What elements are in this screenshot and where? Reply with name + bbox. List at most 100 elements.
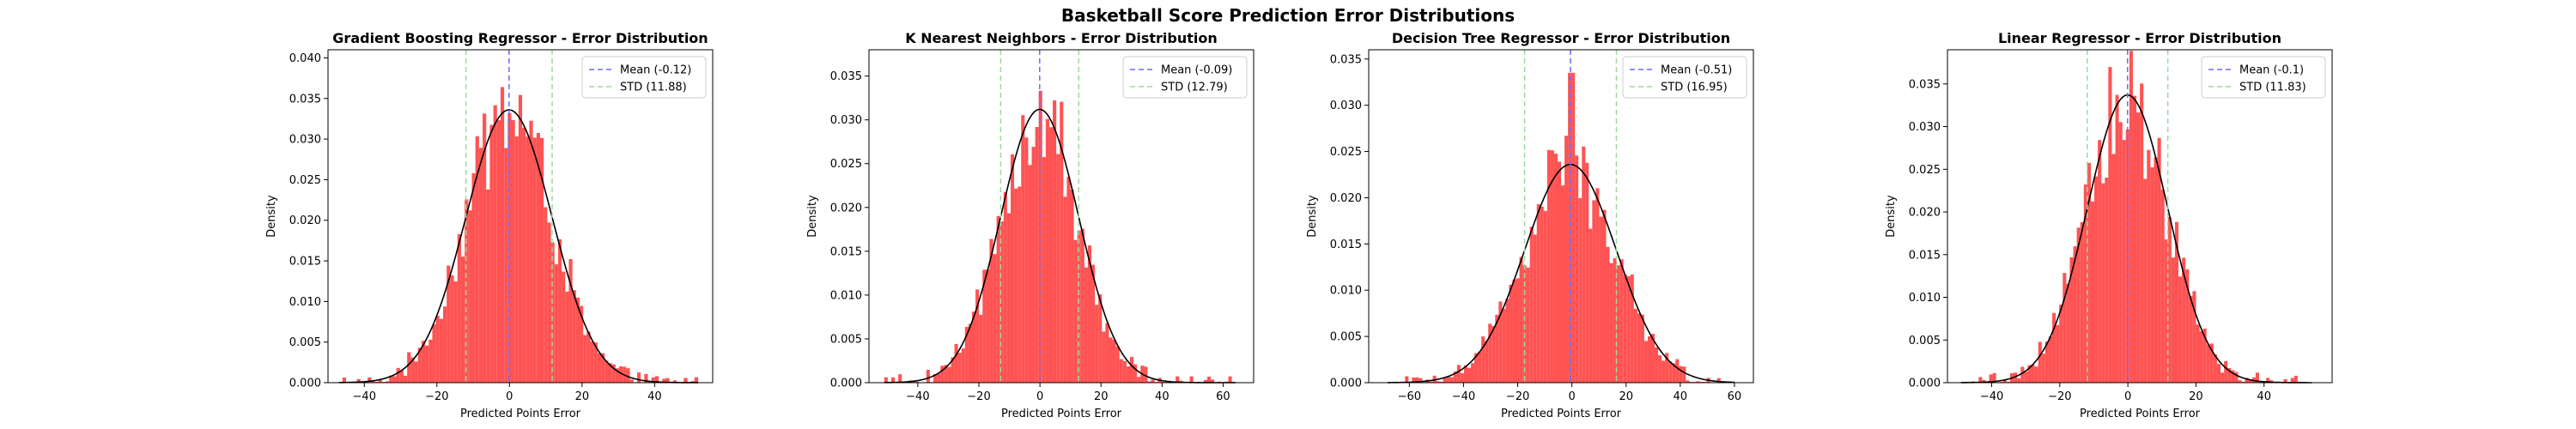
histogram-bar xyxy=(993,254,997,383)
histogram-bar xyxy=(1080,228,1084,383)
histogram-bar xyxy=(2174,221,2179,383)
histogram-bar xyxy=(554,264,558,383)
y-tick-label: 0.035 xyxy=(1909,78,1941,91)
x-tick-label: 40 xyxy=(1155,390,1170,403)
histogram-bar xyxy=(1035,126,1039,384)
histogram-bar xyxy=(1151,379,1155,383)
histogram-bar xyxy=(961,348,965,383)
y-axis-label: Density xyxy=(265,195,278,238)
histogram-bar xyxy=(2044,341,2049,383)
histogram-bar xyxy=(996,215,1000,383)
histogram-bar xyxy=(1432,375,1437,383)
histogram-bar xyxy=(2199,331,2203,383)
y-tick-label: 0.025 xyxy=(1330,146,1362,159)
histogram-bar xyxy=(611,364,616,383)
y-tick-label: 0.015 xyxy=(1330,239,1362,251)
histogram-bar xyxy=(403,375,408,383)
x-tick-label: 20 xyxy=(575,390,590,403)
histogram-bar xyxy=(2221,372,2225,383)
histogram-bar xyxy=(2143,178,2148,383)
histogram-bar xyxy=(2206,344,2210,383)
histogram-bar xyxy=(568,258,573,383)
histogram-bar xyxy=(1978,377,1983,383)
x-tick-label: −20 xyxy=(967,390,990,403)
histogram-bar xyxy=(605,360,609,383)
y-axis-label: Density xyxy=(1306,195,1319,238)
legend-std-label: STD (12.79) xyxy=(1161,82,1228,94)
histogram-bar xyxy=(2041,353,2045,383)
axes-frame xyxy=(868,49,1255,384)
histogram-bar xyxy=(493,105,497,383)
histogram-bar xyxy=(1662,360,1666,383)
histogram-bar xyxy=(2087,162,2091,383)
histogram-bar xyxy=(1412,378,1416,383)
histogram-bar xyxy=(1536,203,1540,383)
histogram-bar xyxy=(1492,325,1496,383)
histogram-bar xyxy=(1126,366,1130,383)
histogram-bar xyxy=(926,370,930,383)
x-tick-label: 0 xyxy=(1568,390,1575,403)
histogram-bar xyxy=(968,323,972,383)
histogram-bar xyxy=(1095,305,1099,383)
histogram-bar xyxy=(694,377,699,383)
histogram-bar xyxy=(478,148,483,384)
x-tick-label: −40 xyxy=(906,390,929,403)
x-tick-label: 0 xyxy=(1036,390,1043,403)
histogram-bar xyxy=(1070,189,1074,383)
histogram-bar xyxy=(1439,381,1443,383)
y-tick-label: 0.025 xyxy=(1909,164,1941,177)
histogram-bar xyxy=(1463,365,1467,383)
histogram-bar xyxy=(1568,72,1572,383)
histogram-bar xyxy=(1077,230,1081,383)
histogram-bar xyxy=(1031,147,1036,383)
histogram-bar xyxy=(1668,361,1673,383)
histogram-bar xyxy=(1989,374,1993,383)
histogram-bar xyxy=(1623,275,1627,383)
histogram-bar xyxy=(1655,347,1659,383)
y-tick-label: 0.005 xyxy=(1909,335,1941,347)
histogram-bar xyxy=(2209,343,2214,383)
histogram-bar xyxy=(532,137,537,383)
histogram-bar xyxy=(2063,273,2067,383)
histogram-bar xyxy=(964,327,969,383)
histogram-bar xyxy=(947,366,951,383)
histogram-bar xyxy=(583,335,587,383)
histogram-bar xyxy=(356,378,361,383)
histogram-bar xyxy=(2255,372,2259,383)
histogram-bar xyxy=(1526,267,1530,383)
histogram-bar xyxy=(1643,341,1648,383)
histogram-bar xyxy=(1716,378,1721,383)
histogram-bar xyxy=(414,361,418,383)
x-tick-label: 0 xyxy=(506,390,513,403)
histogram-bar xyxy=(2154,157,2158,384)
histogram-bar xyxy=(2038,341,2042,383)
density-curve xyxy=(884,108,1236,384)
histogram-bar xyxy=(1073,239,1078,383)
x-tick-label: −40 xyxy=(1452,390,1475,403)
histogram-bar xyxy=(1014,188,1018,383)
histogram-bar xyxy=(374,381,379,383)
histogram-bar xyxy=(2258,381,2263,383)
histogram-bar xyxy=(539,137,544,384)
histogram-bar xyxy=(2094,176,2099,383)
histogram-bar xyxy=(1679,366,1683,383)
histogram-bar xyxy=(662,378,666,383)
histogram-bar xyxy=(1084,267,1088,383)
histogram-bar xyxy=(453,281,458,383)
histogram-bar xyxy=(2048,336,2053,383)
histogram-bar xyxy=(1429,381,1433,383)
histogram-bar xyxy=(1609,263,1613,383)
axes-frame xyxy=(327,49,714,384)
histogram-bar xyxy=(1478,351,1482,383)
histogram-bar xyxy=(619,366,623,383)
histogram-bar xyxy=(2227,367,2232,383)
histogram-bar xyxy=(522,127,526,383)
histogram-bar xyxy=(1616,265,1620,383)
histogram-bar xyxy=(890,377,896,383)
histogram-bar xyxy=(489,124,494,383)
histogram-bar xyxy=(940,366,945,383)
histogram-bar xyxy=(1619,259,1624,383)
histogram-bar xyxy=(2122,140,2126,383)
x-tick-label: −40 xyxy=(353,390,376,403)
y-tick-label: 0.020 xyxy=(1909,207,1941,220)
